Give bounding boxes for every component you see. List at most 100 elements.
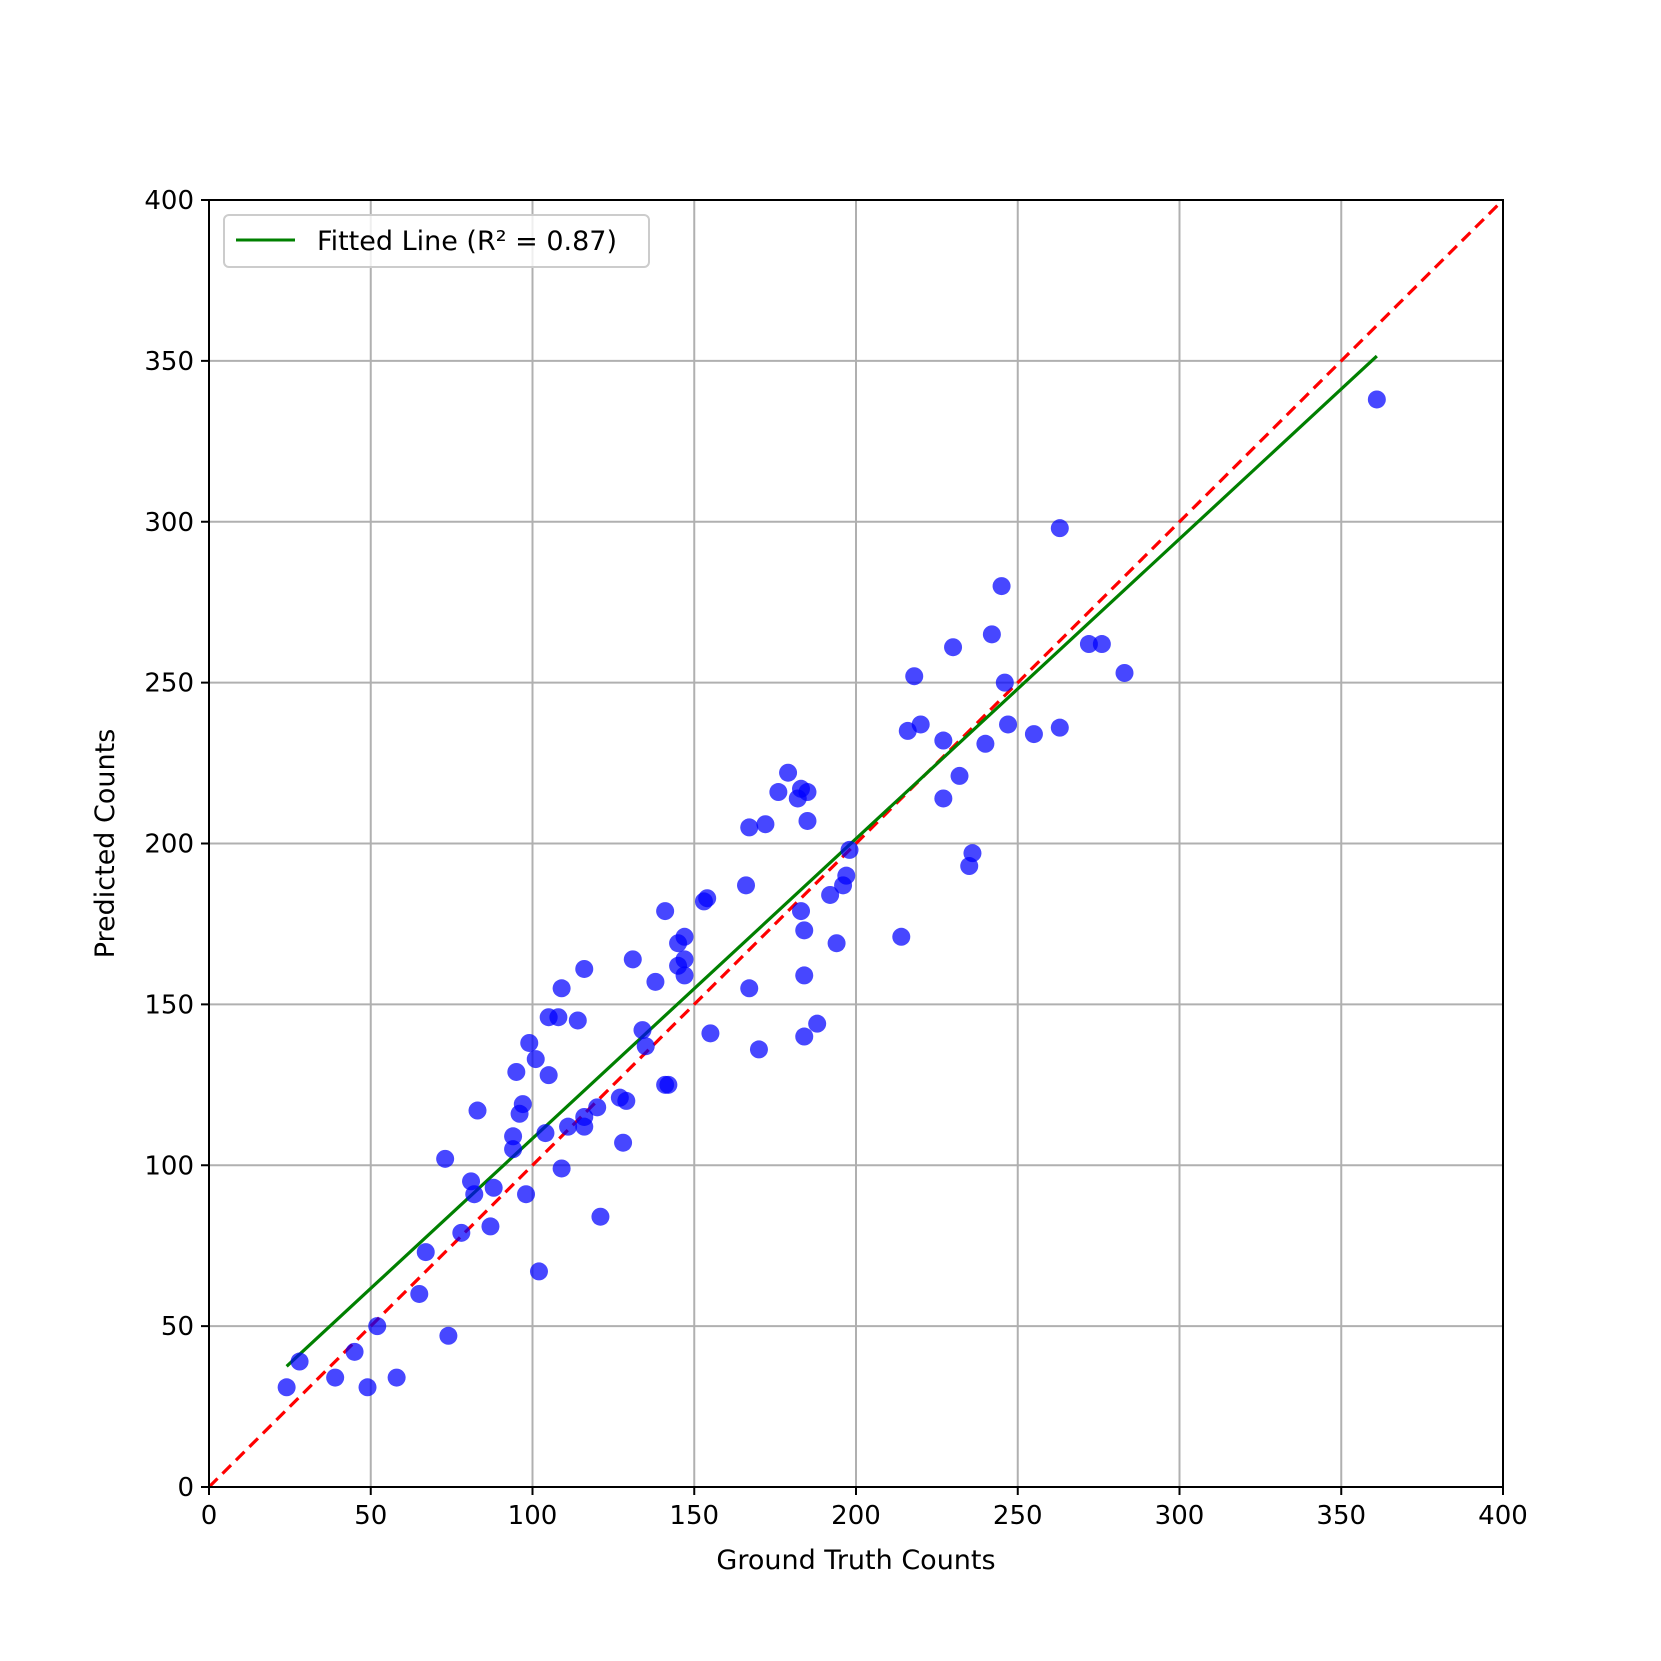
scatter-point — [436, 1149, 455, 1168]
x-tick-label: 400 — [1478, 1501, 1528, 1531]
scatter-point — [484, 1178, 503, 1197]
x-tick-label: 150 — [669, 1501, 719, 1531]
scatter-point — [837, 866, 856, 885]
scatter-point — [795, 966, 814, 985]
scatter-point — [549, 1008, 568, 1027]
x-tick-label: 100 — [508, 1501, 558, 1531]
y-axis-title: Predicted Counts — [90, 729, 121, 959]
legend-box — [223, 214, 650, 268]
scatter-point — [575, 1107, 594, 1126]
scatter-point — [588, 1098, 607, 1117]
legend: Fitted Line (R² = 0.87) — [223, 214, 650, 268]
scatter-point — [808, 1014, 827, 1033]
scatter-point — [410, 1284, 429, 1303]
y-tick-label: 400 — [144, 186, 194, 216]
y-tick-label: 0 — [177, 1473, 194, 1503]
scatter-point — [737, 876, 756, 895]
scatter-point — [701, 1024, 720, 1043]
scatter-point — [675, 966, 694, 985]
scatter-point — [277, 1378, 296, 1397]
y-tick-label: 250 — [144, 669, 194, 699]
scatter-point — [358, 1378, 377, 1397]
scatter-point — [656, 902, 675, 921]
x-tick-label: 350 — [1316, 1501, 1366, 1531]
scatter-point — [740, 979, 759, 998]
scatter-point — [779, 763, 798, 782]
scatter-point — [439, 1326, 458, 1345]
scatter-point — [798, 783, 817, 802]
scatter-point — [1024, 725, 1043, 744]
scatter-point — [756, 815, 775, 834]
scatter-point — [950, 766, 969, 785]
scatter-point — [795, 1027, 814, 1046]
scatter-point — [575, 959, 594, 978]
scatter-point — [552, 1159, 571, 1178]
scatter-point — [749, 1040, 768, 1059]
scatter-point — [792, 902, 811, 921]
scatter-point — [416, 1243, 435, 1262]
scatter-point — [795, 921, 814, 940]
scatter-point — [992, 577, 1011, 596]
x-tick-label: 0 — [201, 1501, 218, 1531]
scatter-point — [840, 840, 859, 859]
y-tick-label: 50 — [161, 1312, 194, 1342]
scatter-points — [277, 390, 1386, 1397]
scatter-point — [552, 979, 571, 998]
scatter-point — [481, 1217, 500, 1236]
scatter-point — [526, 1050, 545, 1069]
scatter-point — [623, 950, 642, 969]
axis-ticks: 0 50 100 150 200 250 300 350 400 0 50 100 150 200 250 3… — [144, 186, 1527, 1531]
x-axis-title: Ground Truth Counts — [716, 1545, 995, 1576]
scatter-point — [368, 1317, 387, 1336]
scatter-point — [798, 811, 817, 830]
scatter-point — [468, 1101, 487, 1120]
scatter-point — [659, 1075, 678, 1094]
y-tick-label: 350 — [144, 347, 194, 377]
scatter-point — [905, 667, 924, 686]
scatter-point — [1050, 519, 1069, 538]
scatter-point — [821, 885, 840, 904]
y-tick-label: 100 — [144, 1151, 194, 1181]
scatter-point — [982, 625, 1001, 644]
scatter-point — [827, 934, 846, 953]
scatter-point — [999, 715, 1018, 734]
y-tick-label: 300 — [144, 508, 194, 538]
scatter-point — [1079, 635, 1098, 654]
scatter-point — [646, 972, 665, 991]
scatter-point — [1050, 718, 1069, 737]
scatter-point — [633, 1021, 652, 1040]
scatter-point — [1115, 663, 1134, 682]
reference-line-layer — [207, 198, 1505, 1489]
scatter-point — [675, 950, 694, 969]
scatter-point — [452, 1223, 471, 1242]
scatter-point — [934, 731, 953, 750]
scatter-point — [326, 1368, 345, 1387]
scatter-point — [513, 1095, 532, 1114]
scatter-point — [290, 1352, 309, 1371]
scatter-point — [504, 1127, 523, 1146]
scatter-point — [504, 1140, 523, 1159]
scatter-point — [517, 1185, 536, 1204]
scatter-point — [911, 715, 930, 734]
x-tick-label: 200 — [831, 1501, 881, 1531]
scatter-point — [614, 1133, 633, 1152]
legend-label-fitted-line: Fitted Line (R² = 0.87) — [317, 226, 617, 257]
y-tick-label: 150 — [144, 990, 194, 1020]
scatter-point — [529, 1262, 548, 1281]
scatter-point — [1367, 390, 1386, 409]
scatter-point — [740, 818, 759, 837]
scatter-point — [520, 1033, 539, 1052]
x-tick-label: 300 — [1155, 1501, 1205, 1531]
scatter-point — [675, 927, 694, 946]
scatter-point — [995, 673, 1014, 692]
scatter-point — [559, 1117, 578, 1136]
scatter-point — [465, 1185, 484, 1204]
scatter-point — [934, 789, 953, 808]
scatter-point — [892, 927, 911, 946]
scatter-point — [963, 844, 982, 863]
scatter-point — [698, 889, 717, 908]
scatter-point — [617, 1091, 636, 1110]
scatter-point — [536, 1124, 555, 1143]
scatter-point — [591, 1207, 610, 1226]
x-tick-label: 250 — [993, 1501, 1043, 1531]
